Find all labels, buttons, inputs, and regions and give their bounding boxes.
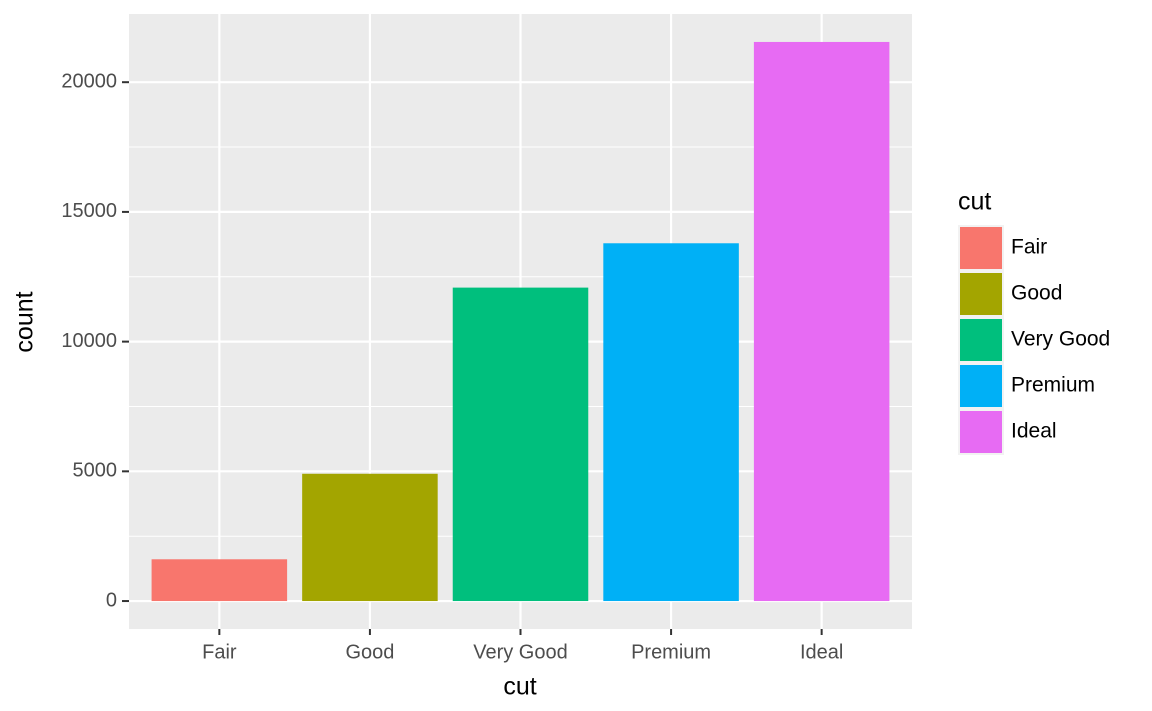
x-tick-label: Premium <box>631 641 711 663</box>
bars <box>151 41 890 602</box>
legend-label: Good <box>1011 282 1062 305</box>
x-axis-title: cut <box>503 673 536 701</box>
y-tick-label: 10000 <box>61 330 117 352</box>
bar <box>603 243 739 602</box>
y-tick-label: 5000 <box>73 460 118 482</box>
legend-key <box>960 319 1002 361</box>
x-tick-label: Good <box>345 641 394 663</box>
y-tick-label: 0 <box>106 589 117 611</box>
bar <box>753 41 890 602</box>
bar <box>302 473 438 602</box>
y-tick-label: 15000 <box>61 200 117 222</box>
legend-title: cut <box>958 188 991 216</box>
legend-key <box>960 365 1002 407</box>
x-tick-label: Very Good <box>473 641 568 663</box>
legend-label: Premium <box>1011 374 1095 397</box>
y-axis-title: count <box>11 291 39 352</box>
legend-key <box>960 411 1002 453</box>
bar <box>151 559 288 602</box>
bar <box>452 287 589 602</box>
x-tick-label: Fair <box>202 641 237 663</box>
legend-label: Very Good <box>1011 328 1110 351</box>
legend-key <box>960 273 1002 315</box>
legend-label: Ideal <box>1011 420 1057 443</box>
legend-key <box>960 227 1002 269</box>
legend-label: Fair <box>1011 236 1047 259</box>
y-tick-label: 20000 <box>61 70 117 92</box>
x-tick-label: Ideal <box>800 641 843 663</box>
